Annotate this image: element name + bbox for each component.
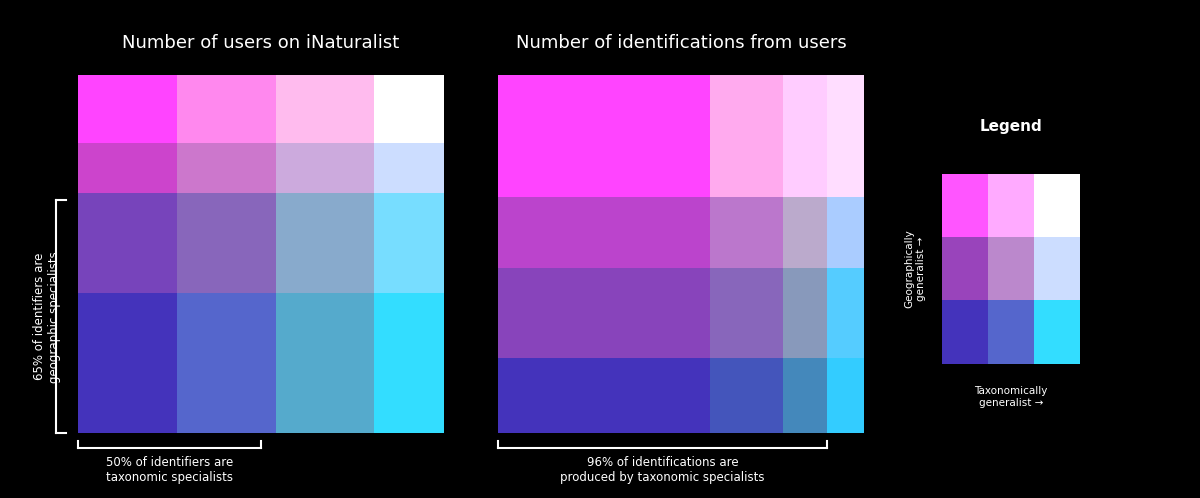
Text: Taxonomically
generalist →: Taxonomically generalist → xyxy=(974,386,1048,407)
Bar xyxy=(276,293,374,433)
Bar xyxy=(498,197,710,268)
Bar xyxy=(784,358,828,433)
Bar xyxy=(176,75,276,143)
Bar xyxy=(78,193,176,293)
Bar xyxy=(374,143,444,193)
Bar xyxy=(78,293,176,433)
Bar xyxy=(1034,238,1080,300)
Bar xyxy=(176,293,276,433)
Text: Number of users on iNaturalist: Number of users on iNaturalist xyxy=(122,34,400,52)
Bar xyxy=(374,75,444,143)
Bar xyxy=(78,75,176,143)
Bar xyxy=(828,75,864,197)
Bar xyxy=(1034,300,1080,364)
Bar xyxy=(276,193,374,293)
Text: Legend: Legend xyxy=(979,120,1043,134)
Text: 96% of identifications are
produced by taxonomic specialists: 96% of identifications are produced by t… xyxy=(560,456,764,484)
Bar xyxy=(710,75,784,197)
Bar xyxy=(828,197,864,268)
Bar xyxy=(710,197,784,268)
Text: Number of identifications from users: Number of identifications from users xyxy=(516,34,846,52)
Bar xyxy=(784,197,828,268)
Bar xyxy=(710,268,784,358)
Bar xyxy=(942,238,988,300)
Bar xyxy=(498,75,710,197)
Bar xyxy=(710,358,784,433)
Bar xyxy=(988,300,1034,364)
Text: 50% of identifiers are
taxonomic specialists: 50% of identifiers are taxonomic special… xyxy=(106,456,233,484)
Bar xyxy=(828,268,864,358)
Bar xyxy=(78,143,176,193)
Bar xyxy=(498,268,710,358)
Text: Geographically
generalist →: Geographically generalist → xyxy=(905,230,926,308)
Bar xyxy=(374,193,444,293)
Bar xyxy=(784,75,828,197)
Text: 65% of identifiers are
geographic specialists: 65% of identifiers are geographic specia… xyxy=(32,251,61,382)
Bar xyxy=(276,143,374,193)
Bar xyxy=(1034,174,1080,238)
Bar xyxy=(988,238,1034,300)
Bar xyxy=(942,300,988,364)
Bar xyxy=(176,143,276,193)
Bar xyxy=(828,358,864,433)
Bar xyxy=(374,293,444,433)
Bar xyxy=(498,358,710,433)
Bar xyxy=(988,174,1034,238)
Bar xyxy=(784,268,828,358)
Bar xyxy=(176,193,276,293)
Bar xyxy=(276,75,374,143)
Bar xyxy=(942,174,988,238)
